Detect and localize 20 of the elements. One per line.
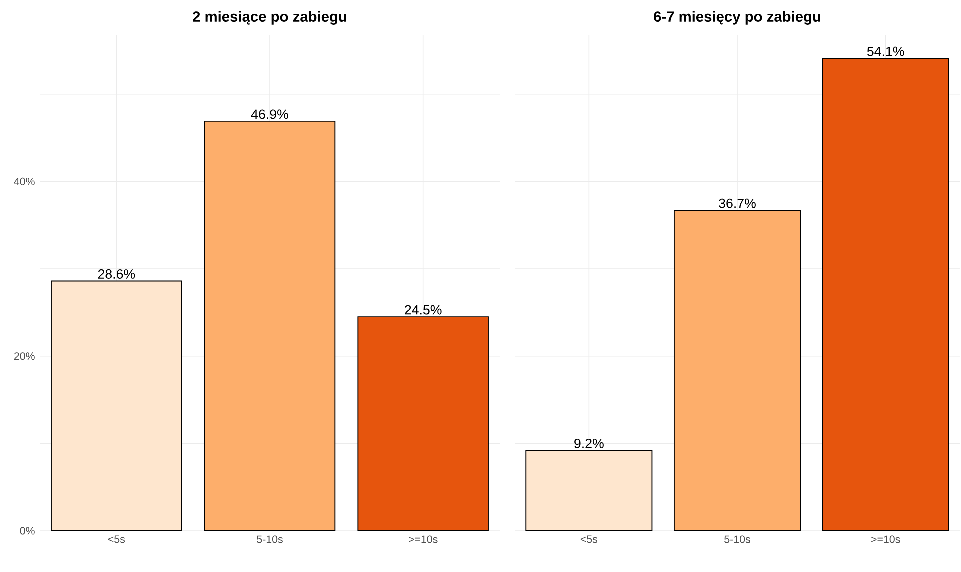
bar (51, 280, 182, 532)
bar (358, 316, 489, 532)
y-tick-label: 40% (14, 178, 35, 186)
data-label: 28.6% (98, 270, 136, 279)
data-label: 46.9% (251, 110, 288, 120)
x-tick-label: <5s (108, 536, 126, 544)
data-label: 9.2% (574, 438, 604, 448)
y-tick-label: 20% (14, 352, 35, 360)
chart-title: 6-7 miesięcy po zabiegu (654, 11, 820, 25)
x-tick-label: >=10s (409, 536, 438, 544)
data-label: 54.1% (867, 46, 904, 56)
bar (204, 120, 336, 532)
data-label: 36.7% (719, 198, 756, 208)
x-tick-label: >=10s (872, 536, 900, 544)
data-label: 24.5% (405, 305, 442, 315)
chart-title: 2 miesiące po zabiegu (193, 11, 346, 25)
x-tick-label: 5-10s (724, 536, 750, 544)
x-tick-label: <5s (580, 536, 598, 544)
y-tick-label: 0% (20, 527, 35, 535)
x-tick-label: 5-10s (257, 536, 283, 544)
